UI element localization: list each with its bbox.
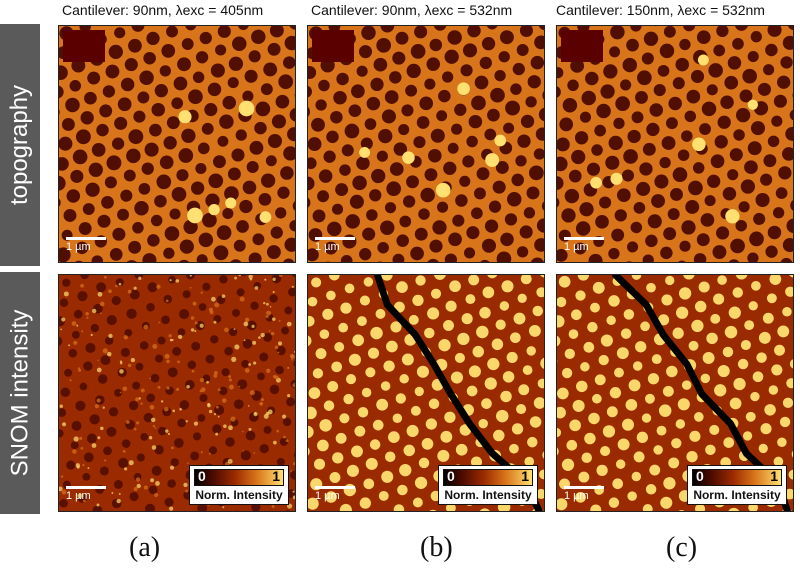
colorbar-min: 0 (696, 468, 704, 484)
snom-panel-b: 1 µm 0 1 Norm. Intensity (307, 274, 545, 512)
colorbar-max: 1 (521, 468, 529, 484)
scalebar-line (315, 486, 355, 489)
topography-image-c (557, 26, 793, 262)
scalebar-topography-a: 1 µm (66, 237, 106, 253)
row-label-topography-text: topography (6, 84, 33, 206)
column-title-c: Cantilever: 150nm, λexc = 532nm (556, 2, 765, 18)
colorbar-caption: Norm. Intensity (444, 488, 532, 502)
colorbar-min: 0 (447, 468, 455, 484)
subfigure-label-a: (a) (129, 532, 161, 563)
row-label-snom: SNOM intensity (0, 272, 40, 514)
colorbar-max: 1 (770, 468, 778, 484)
scalebar-label: 1 µm (66, 490, 91, 502)
corner-marker-a (63, 30, 105, 62)
colorbar (692, 469, 782, 486)
colorbar (194, 469, 284, 486)
colorbar-caption: Norm. Intensity (693, 488, 781, 502)
scalebar-snom-b: 1 µm (315, 486, 355, 502)
colorbar-caption: Norm. Intensity (195, 488, 283, 502)
subfigure-label-c: (c) (666, 532, 698, 563)
subfigure-label-b: (b) (420, 532, 453, 563)
intensity-legend-a: 0 1 Norm. Intensity (189, 465, 289, 505)
snom-panel-a: 1 µm 0 1 Norm. Intensity (58, 274, 296, 512)
scalebar-line (564, 486, 604, 489)
colorbar-min: 0 (198, 468, 206, 484)
topography-panel-a: 1 µm (58, 25, 296, 263)
topography-panel-c: 1 µm (556, 25, 794, 263)
scalebar-line (66, 486, 106, 489)
scalebar-line (66, 237, 106, 240)
corner-marker-b (312, 30, 354, 62)
scalebar-label: 1 µm (564, 241, 589, 253)
scalebar-topography-b: 1 µm (315, 237, 355, 253)
scalebar-snom-c: 1 µm (564, 486, 604, 502)
scalebar-label: 1 µm (315, 490, 340, 502)
column-title-b: Cantilever: 90nm, λexc = 532nm (311, 2, 513, 18)
scalebar-label: 1 µm (564, 490, 589, 502)
scalebar-line (315, 237, 355, 240)
colorbar-max: 1 (272, 468, 280, 484)
intensity-legend-c: 0 1 Norm. Intensity (687, 465, 787, 505)
snom-panel-c: 1 µm 0 1 Norm. Intensity (556, 274, 794, 512)
column-title-a: Cantilever: 90nm, λexc = 405nm (62, 2, 264, 18)
corner-marker-c (561, 30, 603, 62)
intensity-legend-b: 0 1 Norm. Intensity (438, 465, 538, 505)
topography-image-b (308, 26, 544, 262)
scalebar-label: 1 µm (315, 241, 340, 253)
scalebar-snom-a: 1 µm (66, 486, 106, 502)
scalebar-topography-c: 1 µm (564, 237, 604, 253)
colorbar (443, 469, 533, 486)
row-label-snom-text: SNOM intensity (6, 309, 33, 477)
row-label-topography: topography (0, 24, 40, 266)
scalebar-line (564, 237, 604, 240)
topography-panel-b: 1 µm (307, 25, 545, 263)
scalebar-label: 1 µm (66, 241, 91, 253)
topography-image-a (59, 26, 295, 262)
